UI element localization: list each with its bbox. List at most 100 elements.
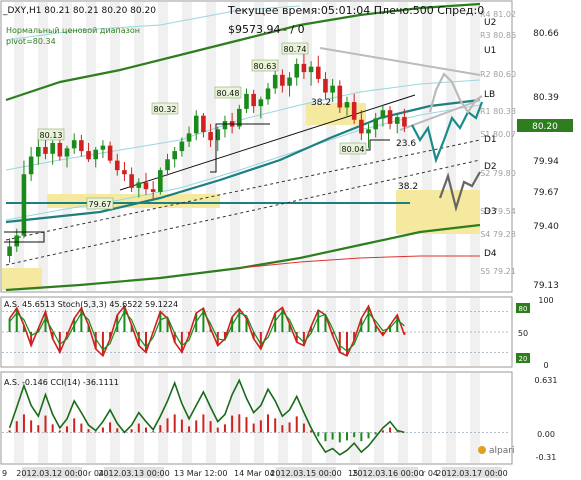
- session-shade: [230, 373, 240, 463]
- session-shade: [110, 2, 120, 291]
- candle-body: [36, 147, 41, 157]
- symbol-info: _DXY,H1 80.21 80.21 80.20 80.20: [2, 6, 156, 16]
- pivot-label: R3 80.86: [480, 31, 516, 40]
- candle-body: [222, 121, 228, 130]
- candle-body: [165, 159, 170, 171]
- session-shade: [38, 2, 48, 291]
- x-tick: 9: [2, 469, 7, 478]
- step-line: [210, 123, 270, 173]
- session-shade: [14, 373, 24, 463]
- stoch-tick: 0: [543, 361, 548, 370]
- peak-label: 79.67: [89, 200, 112, 209]
- candle-body: [373, 118, 378, 130]
- x-tick: 2012.03.15 00:00: [270, 469, 341, 478]
- candle-body: [359, 119, 364, 134]
- pivot-label: R4 81.02: [480, 10, 516, 19]
- level-label-d4: D4: [484, 249, 497, 259]
- cci-tick: -0.31: [536, 453, 557, 462]
- trend-line-upper: [119, 94, 416, 191]
- candle-body: [14, 235, 20, 247]
- stoch-tick: 100: [538, 296, 553, 305]
- fib-label: 38.2: [398, 182, 418, 192]
- session-shade: [446, 373, 456, 463]
- level-label-d2: D2: [484, 162, 497, 172]
- candle-body: [143, 182, 149, 190]
- price-tick: 79.13: [533, 281, 559, 291]
- stoch-tick: 80: [519, 305, 528, 313]
- balance-suffix: - / 0: [283, 23, 305, 36]
- session-shade: [86, 373, 96, 463]
- candle-body: [272, 74, 278, 89]
- current-price-box: [517, 119, 573, 132]
- candle-body: [186, 133, 192, 142]
- forecast-line: [411, 101, 484, 164]
- price-axis: 80.66 80.39 80.20 79.94 79.67 79.40 79.1…: [517, 29, 573, 291]
- session-shade: [14, 2, 24, 291]
- pivot-label: R2 80.60: [480, 70, 516, 79]
- upper-band: [5, 2, 481, 102]
- candle-body: [57, 142, 63, 157]
- fib-label: 38.2: [311, 98, 331, 108]
- candle-body: [21, 174, 27, 236]
- level-label-u2: U2: [484, 18, 496, 28]
- x-tick: 13 Mar 12:00: [174, 469, 227, 478]
- candle-body: [129, 174, 134, 188]
- forecast-line-alt: [428, 72, 483, 114]
- session-shade: [134, 373, 144, 463]
- candle-body: [337, 85, 343, 108]
- session-shade: [254, 2, 264, 291]
- lower-band: [5, 223, 481, 292]
- session-shade: [206, 373, 216, 463]
- low-zone: [2, 268, 42, 290]
- peak-label: 80.32: [154, 105, 177, 114]
- candle-body: [28, 156, 34, 175]
- balance-label: $9573.94: [228, 23, 281, 36]
- step-line: [4, 231, 45, 243]
- session-shade: [470, 373, 480, 463]
- range-label: Нормальный ценовой диапазон: [6, 26, 140, 35]
- triangle-lower: [399, 99, 481, 131]
- candle-body: [100, 145, 106, 150]
- x-tick: 2012.03.12 00:00: [16, 469, 87, 478]
- session-shade: [254, 373, 264, 463]
- candle-body: [387, 110, 393, 124]
- candle-body: [323, 78, 328, 93]
- price-tick: 79.94: [533, 157, 559, 167]
- session-shade: [446, 2, 456, 291]
- cci-tick: 0.631: [535, 376, 558, 385]
- inner-band-lower: [5, 104, 481, 221]
- candle-body: [344, 102, 350, 108]
- x-axis: 9 2012.03.12 00:00 r 04 2012.03.13 00:00…: [2, 467, 508, 478]
- trend-line-lower: [5, 139, 481, 241]
- candle-body: [394, 117, 400, 124]
- level-label-d3: D3: [484, 207, 497, 217]
- candle-body: [86, 151, 91, 160]
- resistance-zone: [306, 103, 366, 125]
- cci-tick: 0.00: [537, 430, 555, 439]
- session-shade: [302, 2, 312, 291]
- x-tick: 14 Mar 04: [234, 469, 275, 478]
- x-tick: r 04: [88, 469, 104, 478]
- session-shade: [374, 2, 384, 291]
- stoch-label: A.S. 45.6513 Stoch(5,3,3) 45.6522 59.122…: [4, 300, 178, 309]
- x-tick: 15: [348, 469, 358, 478]
- pivot-label: S2 79.80: [480, 169, 516, 178]
- session-shade: [422, 2, 432, 291]
- stoch-panel-frame: [0, 296, 513, 368]
- candle-body: [308, 66, 314, 73]
- session-shade: [38, 373, 48, 463]
- support-zone: [47, 194, 220, 208]
- session-shade: [326, 373, 336, 463]
- level-label-d1: D1: [484, 135, 497, 145]
- candle-body: [258, 99, 264, 107]
- pivot-label: S5 79.21: [480, 267, 516, 276]
- session-shade: [422, 373, 432, 463]
- candle-body: [107, 145, 113, 161]
- stoch-line: [9, 310, 405, 352]
- peak-label: 80.63: [254, 62, 277, 71]
- triangle-upper: [319, 47, 481, 76]
- x-tick: 2012.03.13 00:00: [98, 469, 169, 478]
- cci-line: [8, 378, 405, 456]
- pivot-label: S4 79.28: [480, 230, 516, 239]
